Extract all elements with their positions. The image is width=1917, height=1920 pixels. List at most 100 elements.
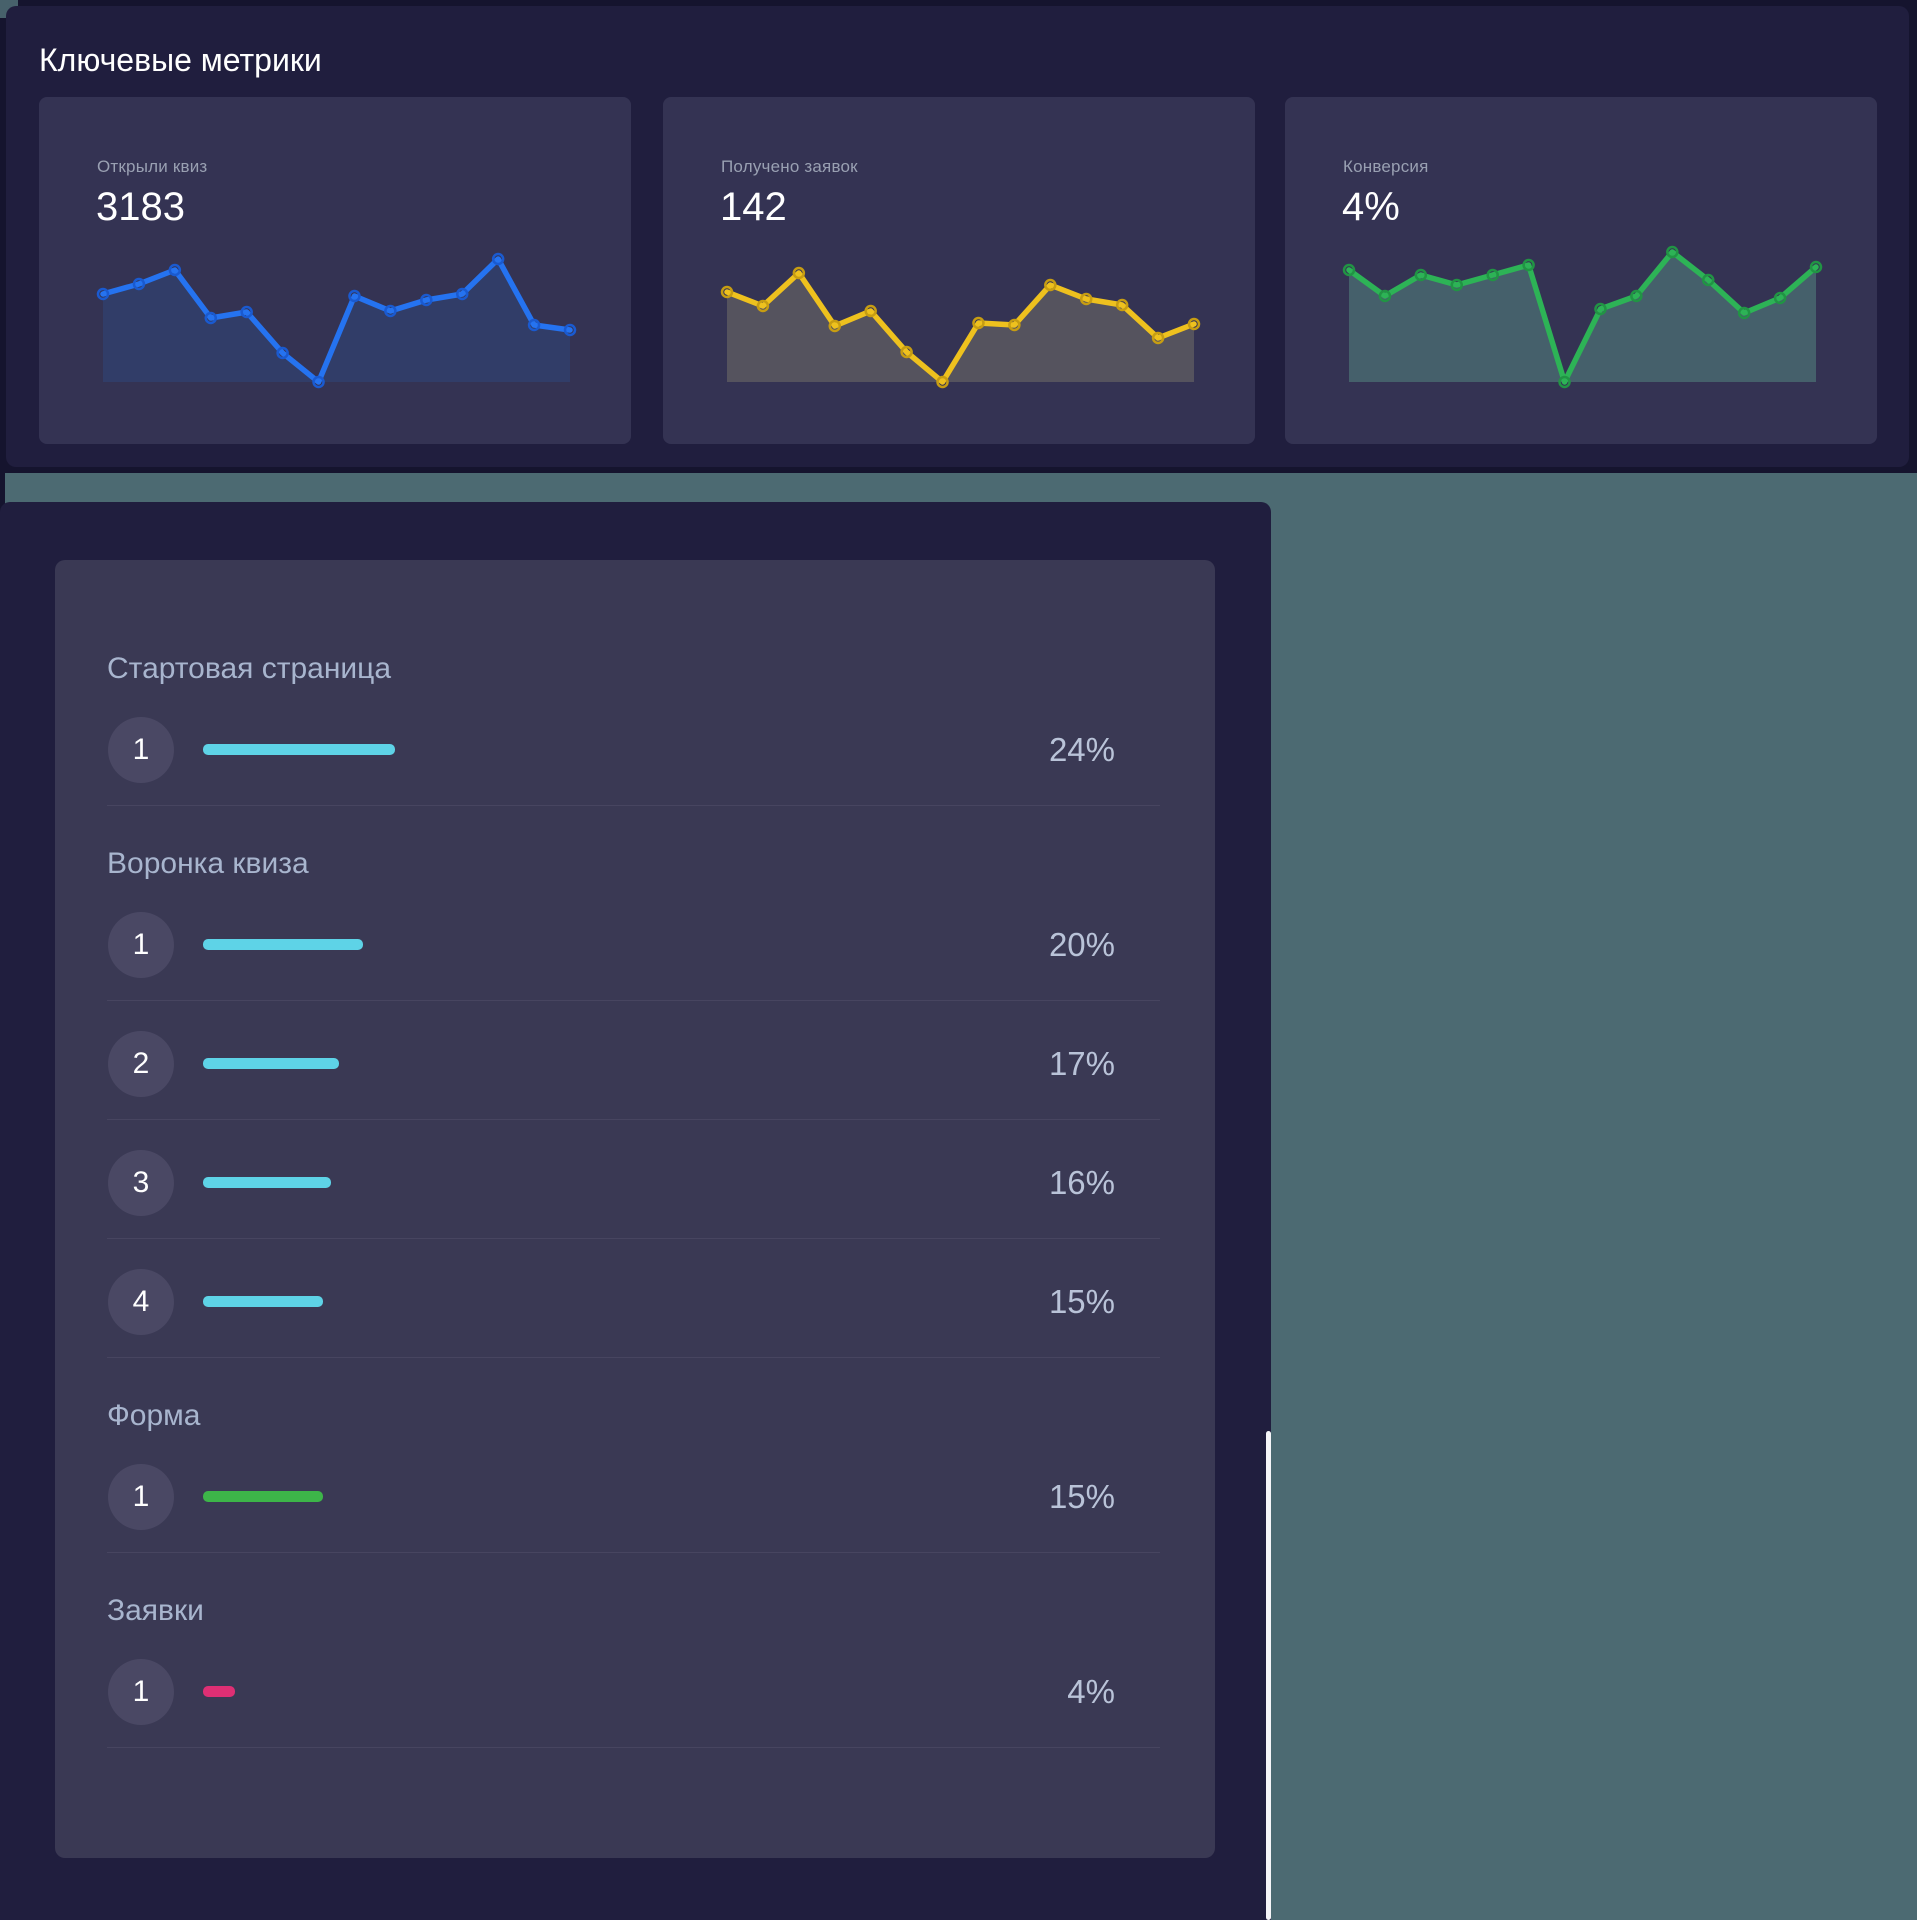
sparkline-chart — [720, 266, 1201, 389]
percent-value: 15% — [1048, 1283, 1115, 1320]
step-number: 1 — [132, 1675, 150, 1708]
chart-marker — [1630, 289, 1643, 303]
step-number: 3 — [132, 1166, 150, 1199]
chart-area — [727, 273, 1194, 382]
chart-marker — [1594, 302, 1607, 316]
chart-marker — [1450, 278, 1464, 292]
step-number: 4 — [132, 1285, 150, 1318]
chart-marker — [491, 252, 505, 266]
chart-marker — [1378, 289, 1392, 303]
step-badge: 1 — [108, 1464, 174, 1530]
chart-marker — [527, 318, 541, 332]
chart-marker — [972, 316, 985, 330]
chart-marker — [204, 311, 218, 325]
row-divider — [107, 1747, 1160, 1748]
chart-marker — [1773, 291, 1787, 305]
chart-marker — [276, 346, 289, 360]
progress-bar — [203, 939, 363, 950]
progress-bar — [203, 1058, 339, 1069]
chart-marker — [1701, 273, 1715, 287]
funnel-panel: Стартовая страница 1 24% Воронка квиза 1… — [0, 502, 1271, 1920]
funnel-section-title: Воронка квиза — [107, 847, 309, 880]
funnel-row: 1 15% — [107, 1464, 1160, 1530]
chart-marker — [900, 345, 913, 359]
funnel-row: 3 16% — [107, 1150, 1160, 1216]
step-number: 1 — [132, 928, 150, 961]
metric-label: Открыли квиз — [97, 157, 208, 176]
funnel-row: 2 17% — [107, 1031, 1160, 1097]
chart-marker — [348, 289, 361, 303]
chart-marker — [384, 304, 397, 318]
chart-marker — [936, 375, 949, 389]
chart-marker — [312, 375, 325, 389]
percent-value: 24% — [1048, 731, 1115, 768]
funnel-row: 4 15% — [107, 1269, 1160, 1335]
step-number: 2 — [132, 1047, 150, 1080]
chart-marker — [240, 305, 253, 319]
chart-marker — [1737, 306, 1751, 320]
progress-bar — [203, 1491, 323, 1502]
step-badge: 2 — [108, 1031, 174, 1097]
percent-value: 17% — [1048, 1045, 1115, 1082]
vertical-scrollbar-thumb[interactable] — [1266, 1431, 1271, 1920]
chart-marker — [792, 266, 806, 280]
chart-marker — [756, 299, 770, 313]
funnel-section-title: Форма — [107, 1399, 201, 1432]
row-divider — [107, 1119, 1160, 1120]
metric-value: 4% — [1342, 185, 1400, 229]
step-badge: 1 — [108, 717, 174, 783]
chart-area — [103, 259, 570, 382]
chart-marker — [1414, 268, 1428, 282]
step-badge: 1 — [108, 912, 174, 978]
chart-marker — [828, 319, 842, 333]
metric-card: Конверсия 4% — [1285, 97, 1877, 444]
metric-card: Получено заявок 142 — [663, 97, 1255, 444]
funnel-row: 1 24% — [107, 717, 1160, 783]
chart-marker — [1044, 278, 1057, 292]
chart-marker — [1666, 245, 1679, 259]
percent-value: 15% — [1048, 1478, 1115, 1515]
metric-value: 142 — [720, 185, 787, 229]
chart-marker — [1486, 268, 1499, 282]
chart-marker — [420, 293, 433, 307]
sparkline-chart — [96, 252, 577, 389]
step-number: 1 — [132, 733, 150, 766]
step-badge: 4 — [108, 1269, 174, 1335]
funnel-section-title: Заявки — [107, 1594, 204, 1627]
row-divider — [107, 805, 1160, 806]
funnel-card: Стартовая страница 1 24% Воронка квиза 1… — [55, 560, 1215, 1858]
progress-bar — [203, 1177, 331, 1188]
chart-marker — [1187, 317, 1201, 331]
chart-marker — [1151, 331, 1165, 345]
step-badge: 3 — [108, 1150, 174, 1216]
chart-marker — [720, 285, 734, 299]
percent-value: 16% — [1048, 1164, 1115, 1201]
funnel-row: 1 20% — [107, 912, 1160, 978]
chart-marker — [1115, 298, 1129, 312]
progress-bar — [203, 1686, 235, 1697]
metric-value: 3183 — [96, 185, 185, 229]
chart-marker — [864, 304, 877, 318]
percent-value: 20% — [1048, 926, 1115, 963]
row-divider — [107, 1000, 1160, 1001]
chart-marker — [1558, 375, 1571, 389]
step-number: 1 — [132, 1480, 150, 1513]
funnel-section-title: Стартовая страница — [107, 652, 392, 685]
row-divider — [107, 1552, 1160, 1553]
chart-marker — [1008, 318, 1021, 332]
chart-marker — [132, 277, 146, 291]
chart-marker — [168, 263, 182, 277]
key-metrics-panel: Ключевые метрики Открыли квиз 3183 Получ… — [6, 6, 1909, 467]
funnel-row: 1 4% — [107, 1659, 1160, 1725]
page-title: Ключевые метрики — [39, 42, 322, 79]
step-badge: 1 — [108, 1659, 174, 1725]
progress-bar — [203, 1296, 323, 1307]
percent-value: 4% — [1067, 1673, 1115, 1710]
progress-bar — [203, 744, 395, 755]
chart-line — [100, 256, 573, 385]
chart-marker — [96, 287, 110, 301]
metric-label: Получено заявок — [721, 157, 858, 176]
metric-card: Открыли квиз 3183 — [39, 97, 631, 444]
sparkline-chart — [1342, 245, 1823, 389]
row-divider — [107, 1238, 1160, 1239]
